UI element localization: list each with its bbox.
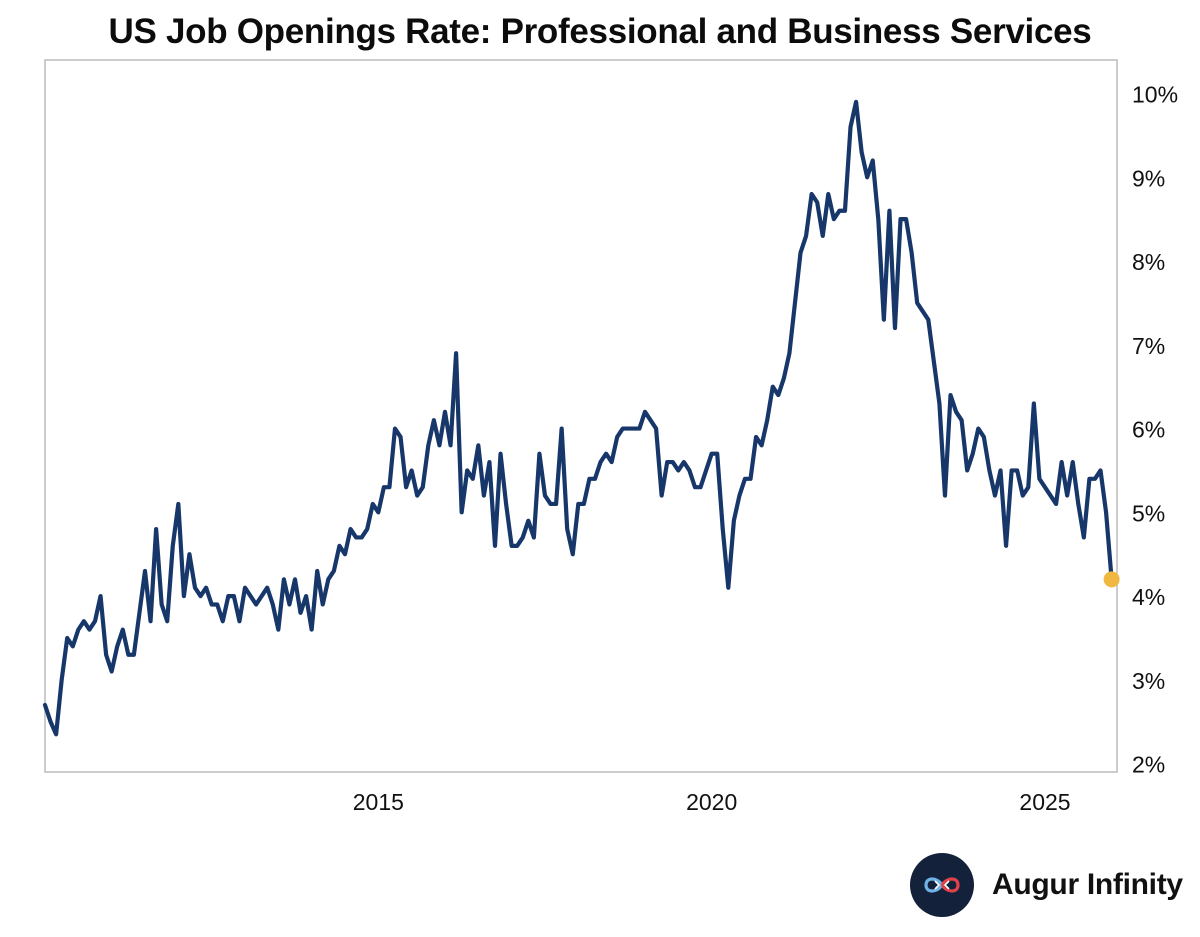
- latest-value-marker: [1103, 571, 1120, 588]
- series-line: [42, 99, 1114, 737]
- x-axis: 2015 2020 2025: [353, 789, 1071, 815]
- y-tick-label: 8%: [1132, 249, 1165, 275]
- y-tick-label: 6%: [1132, 417, 1165, 443]
- y-tick-label: 5%: [1132, 500, 1165, 526]
- plot-frame: [44, 59, 1118, 773]
- y-tick-label: 3%: [1132, 668, 1165, 694]
- x-tick-label: 2025: [1019, 789, 1070, 815]
- y-tick-label: 10%: [1132, 82, 1178, 108]
- y-tick-label: 4%: [1132, 584, 1165, 610]
- y-axis: 2% 3% 4% 5% 6% 7% 8% 9% 10%: [1132, 82, 1178, 778]
- brand: Augur Infinity: [910, 853, 1183, 917]
- x-tick-label: 2015: [353, 789, 404, 815]
- chart-title: US Job Openings Rate: Professional and B…: [108, 12, 1092, 51]
- y-tick-label: 9%: [1132, 165, 1165, 191]
- brand-name: Augur Infinity: [992, 868, 1183, 901]
- infinity-icon: [910, 853, 974, 917]
- x-tick-label: 2020: [686, 789, 737, 815]
- y-tick-label: 2%: [1132, 752, 1165, 778]
- y-tick-label: 7%: [1132, 333, 1165, 359]
